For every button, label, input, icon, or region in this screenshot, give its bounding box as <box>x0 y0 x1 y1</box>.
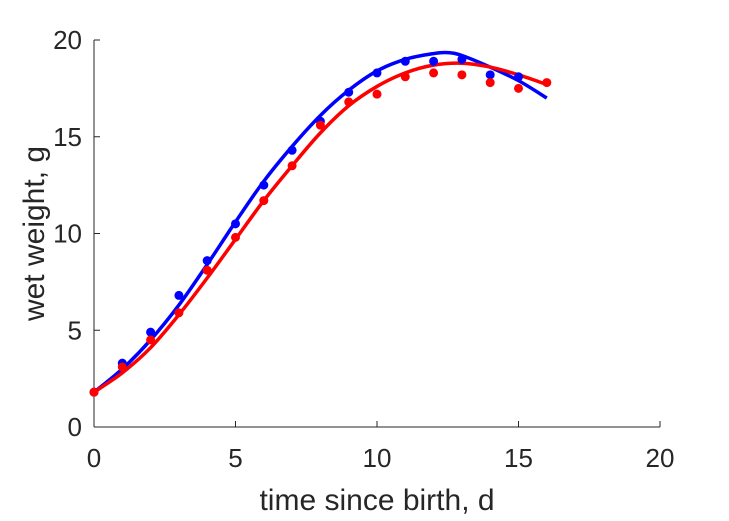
x-tick-label: 0 <box>87 443 101 473</box>
data-point <box>202 265 212 275</box>
tick-marks <box>93 39 661 428</box>
data-point <box>89 387 99 397</box>
data-point <box>287 145 297 155</box>
data-point <box>429 68 439 78</box>
x-tick-label: 20 <box>646 443 675 473</box>
data-point <box>372 68 382 78</box>
data-point <box>344 97 354 107</box>
x-tick-label: 15 <box>504 443 533 473</box>
y-tick-label: 5 <box>68 315 82 345</box>
data-point <box>146 335 156 345</box>
x-tick-label: 10 <box>363 443 392 473</box>
x-tick-label: 5 <box>228 443 242 473</box>
data-point <box>400 56 410 66</box>
data-point <box>202 256 212 266</box>
series-line-2 <box>92 50 548 394</box>
data-point <box>315 120 325 130</box>
y-axis-label: wet weight, g <box>18 146 51 322</box>
data-point <box>117 362 127 372</box>
data-point <box>259 180 269 190</box>
y-tick-label: 15 <box>53 122 82 152</box>
y-tick-label: 20 <box>53 25 82 55</box>
series-line-3 <box>93 61 548 394</box>
data-point <box>372 89 382 99</box>
data-point <box>231 232 240 242</box>
data-point <box>231 219 240 229</box>
series-points <box>89 54 552 397</box>
data-point <box>514 83 523 93</box>
y-tick-label: 0 <box>68 412 82 442</box>
data-point <box>514 72 523 82</box>
data-point <box>287 161 297 171</box>
data-point <box>542 78 552 88</box>
data-point <box>457 70 467 80</box>
data-point <box>259 196 269 206</box>
y-tick-label: 10 <box>53 219 82 249</box>
data-point <box>429 56 439 66</box>
data-point <box>485 78 495 88</box>
series-lines <box>92 50 548 394</box>
data-point <box>344 87 354 97</box>
tick-labels: 0 5 10 15 20 0 5 10 15 20 <box>53 25 674 473</box>
data-point <box>400 72 410 82</box>
data-point <box>146 327 156 337</box>
data-point <box>485 70 495 80</box>
data-point <box>457 54 467 64</box>
x-axis-label: time since birth, d <box>259 484 494 517</box>
data-point <box>174 290 184 300</box>
data-point <box>174 308 184 318</box>
